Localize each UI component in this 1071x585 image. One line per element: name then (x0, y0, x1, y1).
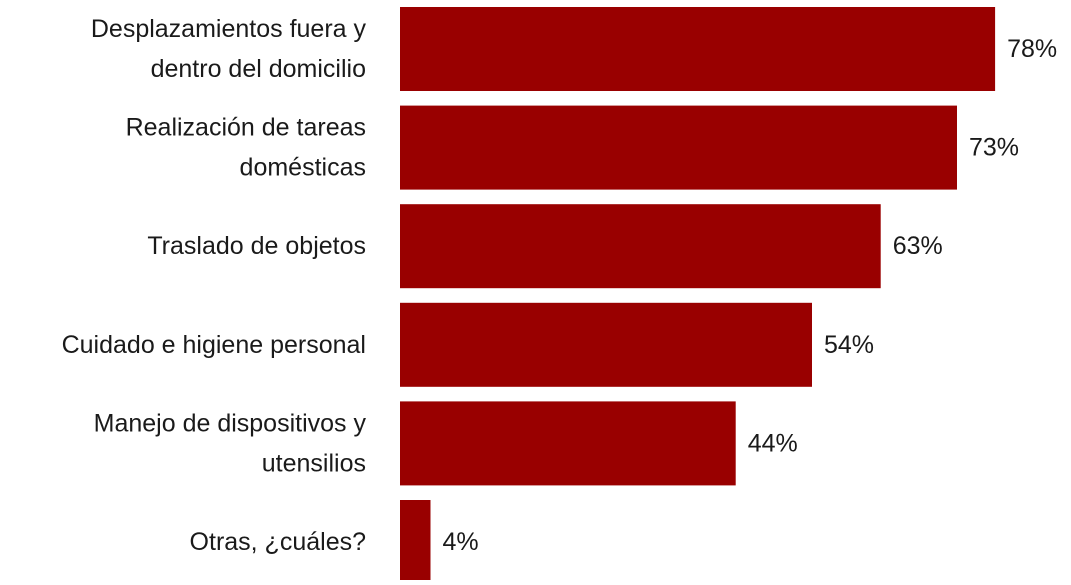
category-label-0-line-0: Desplazamientos fuera y (91, 15, 367, 43)
bar-2 (400, 204, 881, 289)
value-label-4: 44% (748, 429, 798, 457)
bar-5 (400, 500, 431, 584)
category-label-2-line-0: Traslado de objetos (147, 232, 366, 260)
category-label-4-line-0: Manejo de dispositivos y (94, 409, 367, 437)
bar-1 (400, 105, 957, 190)
bar-0 (400, 7, 996, 91)
value-label-5: 4% (443, 528, 479, 556)
value-label-2: 63% (893, 232, 943, 260)
value-label-0: 78% (1007, 35, 1057, 63)
bar-4 (400, 401, 736, 486)
bar-3 (400, 302, 812, 387)
category-label-1-line-0: Realización de tareas (126, 114, 366, 142)
category-label-4-line-1: utensilios (262, 449, 366, 477)
category-label-1-line-1: domésticas (240, 154, 366, 182)
value-label-1: 73% (969, 134, 1019, 162)
value-label-3: 54% (824, 331, 874, 359)
category-label-0-line-1: dentro del domicilio (151, 55, 366, 83)
category-label-5-line-0: Otras, ¿cuáles? (190, 528, 366, 556)
category-label-3-line-0: Cuidado e higiene personal (62, 331, 366, 359)
